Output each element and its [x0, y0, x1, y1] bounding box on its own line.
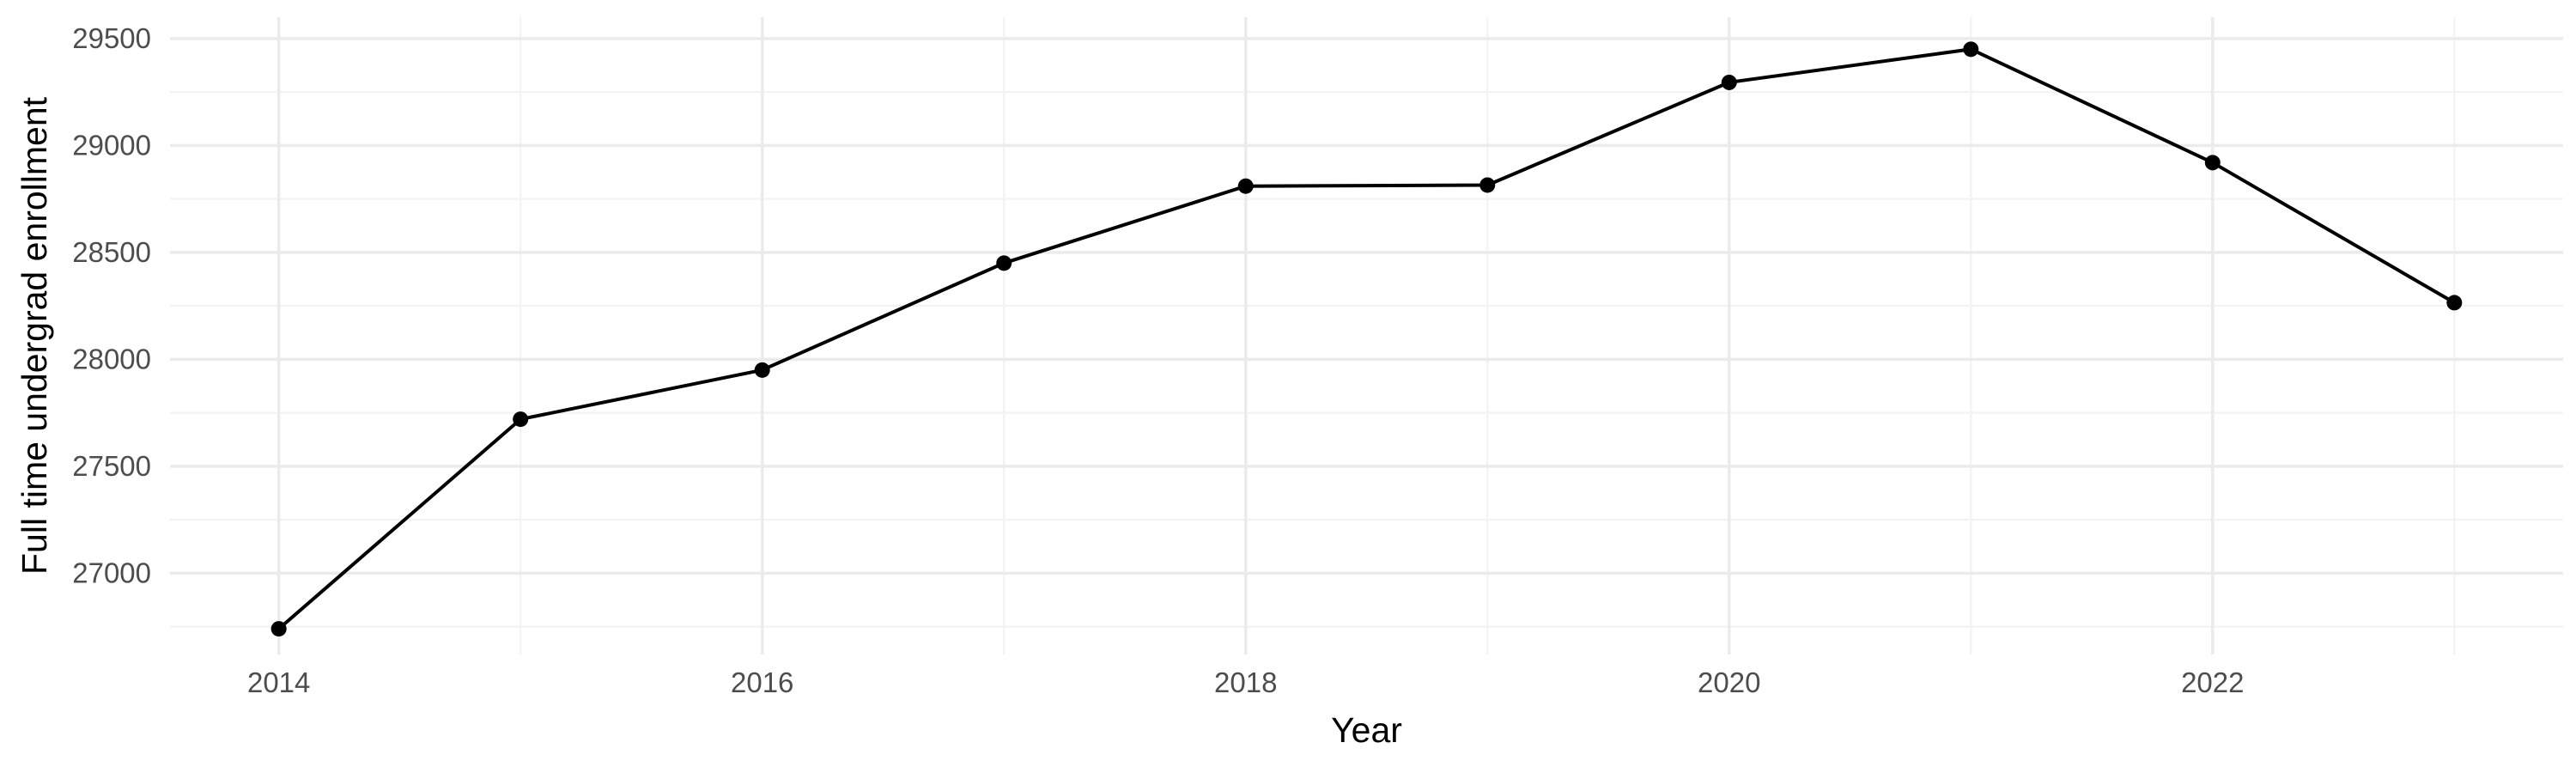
data-point-2023: [2446, 295, 2463, 311]
series-layer: [277, 47, 2456, 630]
x-tick-label: 2020: [1698, 666, 1760, 698]
data-point-2022: [2204, 155, 2221, 171]
series-line: [277, 47, 2456, 630]
data-point-2018: [1237, 178, 1254, 194]
y-tick-label: 28000: [72, 343, 151, 374]
y-tick-label: 29500: [72, 22, 151, 54]
x-tick-label: 2014: [247, 666, 310, 698]
data-point-2016: [754, 362, 770, 378]
data-point-2014: [270, 621, 287, 637]
data-point-2021: [1963, 41, 1979, 58]
data-points: [270, 41, 2463, 637]
y-tick-label: 27500: [72, 450, 151, 482]
data-point-2017: [996, 255, 1012, 271]
major-gridlines: [170, 17, 2563, 654]
x-tick-label: 2016: [731, 666, 793, 698]
minor-gridlines: [170, 17, 2563, 654]
y-tick-label: 29000: [72, 129, 151, 161]
y-axis-tick-labels: 27000 27500 28000 28500 29000 29500: [72, 22, 151, 588]
y-tick-label: 27000: [72, 557, 151, 588]
x-axis-tick-labels: 2014 2016 2018 2020 2022: [247, 666, 2245, 698]
y-tick-label: 28500: [72, 236, 151, 268]
data-point-2020: [1721, 74, 1737, 90]
x-tick-label: 2022: [2181, 666, 2244, 698]
y-axis-title: Full time undergrad enrollment: [15, 96, 54, 575]
data-point-2019: [1479, 177, 1496, 193]
data-point-2015: [513, 411, 529, 428]
x-tick-label: 2018: [1214, 666, 1277, 698]
x-axis-title: Year: [1331, 710, 1402, 750]
